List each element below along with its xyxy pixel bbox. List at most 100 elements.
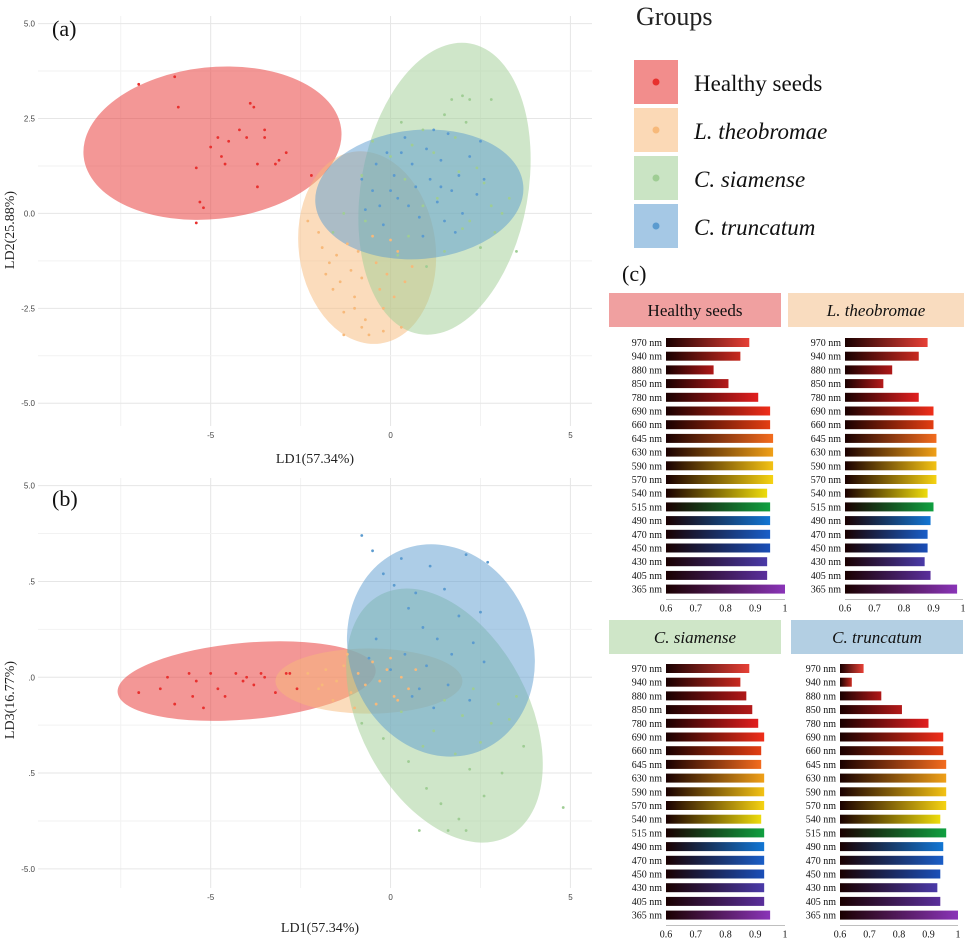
point-c-truncatum — [421, 626, 425, 629]
point-c-siamense — [410, 143, 414, 147]
x-tick-label: 0 — [388, 431, 393, 440]
point-c-siamense — [331, 230, 335, 234]
point-c-siamense — [479, 246, 482, 249]
ellipse-c-truncatum — [346, 544, 535, 757]
bar-category-label: 490 nm — [632, 516, 663, 527]
point-healthy-seeds — [191, 695, 195, 698]
point-l-theobromae — [389, 656, 392, 660]
point-c-truncatum — [374, 162, 378, 166]
point-c-truncatum — [410, 162, 414, 166]
point-c-siamense — [471, 687, 475, 691]
point-c-truncatum — [482, 660, 486, 664]
point-c-truncatum — [421, 234, 425, 238]
bar-x-tick-label: 0.9 — [749, 929, 762, 940]
point-healthy-seeds — [209, 672, 213, 675]
bar-category-label: 490 nm — [811, 516, 842, 527]
bar — [666, 869, 765, 879]
bar — [845, 461, 937, 471]
point-c-truncatum — [479, 139, 482, 143]
point-c-siamense — [515, 249, 518, 253]
y-tick-label: -5.0 — [21, 399, 35, 408]
point-healthy-seeds — [263, 675, 267, 679]
point-c-truncatum — [385, 151, 389, 155]
point-c-truncatum — [446, 683, 450, 687]
bar-category-label: 630 nm — [806, 774, 837, 785]
legend-dot — [652, 222, 660, 230]
bar-category-label: 430 nm — [806, 883, 837, 894]
point-c-truncatum — [482, 177, 486, 181]
bar-category-label: 660 nm — [806, 746, 837, 757]
bar-category-label: 365 nm — [806, 911, 837, 922]
point-c-siamense — [453, 136, 457, 139]
point-healthy-seeds — [288, 672, 292, 675]
point-c-siamense — [417, 829, 421, 832]
y-tick-label: .5 — [28, 769, 35, 778]
bar-chart-title: L. theobromae — [826, 301, 926, 320]
bar-x-tick-label: 0.7 — [863, 929, 876, 940]
point-healthy-seeds — [176, 105, 180, 109]
point-l-theobromae — [331, 698, 335, 702]
point-c-truncatum — [392, 174, 396, 177]
point-c-truncatum — [439, 185, 443, 189]
panel-c-label: (c) — [622, 261, 646, 286]
bar — [666, 896, 765, 906]
bar-chart-title: C. truncatum — [832, 628, 922, 647]
point-healthy-seeds — [227, 139, 231, 143]
point-healthy-seeds — [216, 136, 220, 139]
bar — [666, 801, 765, 810]
point-healthy-seeds — [310, 174, 313, 177]
y-tick-label: 5.0 — [24, 482, 36, 491]
bar — [666, 664, 750, 673]
point-l-theobromae — [363, 318, 367, 322]
bar — [666, 787, 765, 797]
point-c-siamense — [403, 177, 407, 181]
point-c-siamense — [489, 204, 493, 208]
point-c-siamense — [396, 253, 400, 257]
bar-x-tick-label: 0.8 — [898, 603, 911, 614]
panel-b-label: (b) — [52, 486, 78, 511]
bar-x-tick-label: 0.7 — [868, 603, 881, 614]
bar — [666, 433, 774, 443]
bar-category-label: 405 nm — [806, 897, 837, 908]
point-c-siamense — [342, 212, 346, 215]
point-healthy-seeds — [137, 691, 141, 694]
point-c-siamense — [475, 166, 479, 170]
point-healthy-seeds — [234, 672, 238, 675]
bar-category-label: 590 nm — [632, 787, 663, 798]
bar-category-label: 515 nm — [811, 502, 842, 513]
point-c-truncatum — [381, 572, 385, 576]
point-c-siamense — [432, 729, 436, 733]
point-l-theobromae — [342, 333, 346, 337]
point-c-truncatum — [403, 652, 407, 656]
bar-chart-c-truncatum: C. truncatum 970 nm 940 nm 880 nm 850 nm 780 … — [791, 620, 963, 940]
point-healthy-seeds — [295, 687, 299, 691]
bar-category-label: 365 nm — [632, 911, 663, 922]
point-healthy-seeds — [216, 687, 220, 691]
point-c-truncatum — [410, 695, 414, 698]
point-l-theobromae — [306, 219, 310, 223]
panel-c-bar-charts: Healthy seeds 970 nm 940 nm 880 nm 850 nm 780… — [609, 293, 966, 940]
point-c-siamense — [421, 744, 425, 748]
bar — [840, 855, 944, 865]
point-healthy-seeds — [202, 206, 205, 210]
point-l-theobromae — [360, 276, 364, 280]
point-c-truncatum — [396, 196, 400, 200]
point-c-truncatum — [403, 136, 407, 139]
bar — [845, 433, 937, 443]
point-healthy-seeds — [245, 675, 249, 679]
point-c-truncatum — [435, 200, 439, 204]
point-c-truncatum — [407, 204, 410, 208]
point-l-theobromae — [345, 652, 349, 656]
point-l-theobromae — [342, 310, 346, 314]
bar — [845, 351, 919, 361]
bar-x-tick-label: 0.6 — [839, 603, 852, 614]
bar-x-tick-label: 1 — [956, 929, 961, 940]
bar-category-label: 850 nm — [806, 705, 837, 716]
bar-x-tick-label: 0.8 — [893, 929, 906, 940]
point-healthy-seeds — [256, 162, 259, 166]
panel-b-points — [137, 534, 565, 832]
point-c-truncatum — [407, 606, 410, 610]
bar — [666, 529, 771, 539]
point-c-truncatum — [471, 641, 475, 645]
point-healthy-seeds — [173, 702, 177, 706]
